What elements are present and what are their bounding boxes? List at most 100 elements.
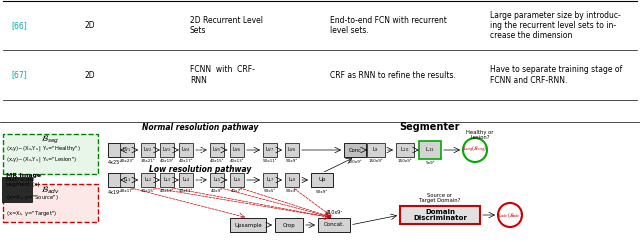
Text: Source or
Target Domain?: Source or Target Domain? xyxy=(419,193,461,203)
Text: L$_{L6}$: L$_{L6}$ xyxy=(233,175,241,184)
FancyBboxPatch shape xyxy=(179,143,193,157)
Text: 4x25³: 4x25³ xyxy=(108,160,122,165)
Text: 30x15³: 30x15³ xyxy=(141,189,156,194)
Text: 50x3³: 50x3³ xyxy=(286,189,298,194)
Text: 5x9³: 5x9³ xyxy=(426,161,435,166)
Text: L$_{L5}$: L$_{L5}$ xyxy=(212,175,221,184)
Text: 150x9³: 150x9³ xyxy=(369,159,383,164)
Text: L$_{11}$: L$_{11}$ xyxy=(425,145,435,154)
Text: 40x15³: 40x15³ xyxy=(210,159,224,164)
FancyBboxPatch shape xyxy=(179,173,193,187)
FancyBboxPatch shape xyxy=(160,173,174,187)
Text: FCNN  with  CRF-
RNN: FCNN with CRF- RNN xyxy=(190,65,255,85)
Text: L$_{N5}$: L$_{N5}$ xyxy=(212,145,221,154)
Text: L$_{L7}$: L$_{L7}$ xyxy=(266,175,275,184)
FancyBboxPatch shape xyxy=(275,218,303,232)
FancyBboxPatch shape xyxy=(285,173,299,187)
Text: L$_{L1}$: L$_{L1}$ xyxy=(123,175,131,184)
Text: Normal resolution pathway: Normal resolution pathway xyxy=(142,122,258,131)
Text: $\mathcal{B}_{seg}$: $\mathcal{B}_{seg}$ xyxy=(42,134,60,146)
Text: 2D: 2D xyxy=(84,21,95,30)
Text: L$_{N1}$: L$_{N1}$ xyxy=(122,145,132,154)
Text: 40x9³: 40x9³ xyxy=(211,189,223,194)
Text: CRF as RNN to refine the results.: CRF as RNN to refine the results. xyxy=(330,70,456,80)
FancyBboxPatch shape xyxy=(3,184,98,222)
FancyBboxPatch shape xyxy=(2,177,32,202)
Text: Low resolution pathway: Low resolution pathway xyxy=(149,165,251,174)
FancyBboxPatch shape xyxy=(120,143,134,157)
Text: 50x5³: 50x5³ xyxy=(264,189,276,194)
FancyBboxPatch shape xyxy=(210,143,224,157)
FancyBboxPatch shape xyxy=(311,173,333,187)
Text: Large parameter size by introduc-
ing the recurrent level sets to in-
crease the: Large parameter size by introduc- ing th… xyxy=(490,11,621,40)
Text: L$_{L2}$: L$_{L2}$ xyxy=(144,175,152,184)
Text: 100x9³: 100x9³ xyxy=(348,160,362,164)
FancyBboxPatch shape xyxy=(120,173,134,187)
Text: 30x23³: 30x23³ xyxy=(120,159,134,164)
Text: Concat.: Concat. xyxy=(323,222,344,227)
Text: Segmenter: Segmenter xyxy=(400,122,460,132)
Text: 30x21³: 30x21³ xyxy=(141,159,156,164)
Text: L$_{L4}$: L$_{L4}$ xyxy=(182,175,190,184)
Text: 2D: 2D xyxy=(84,70,95,80)
Text: Conc: Conc xyxy=(349,148,362,152)
Text: 2D Recurrent Level
Sets: 2D Recurrent Level Sets xyxy=(190,16,263,35)
Text: Upsample: Upsample xyxy=(234,222,262,227)
Text: (x=X$_s$, y="Source")

(x=X$_t$, y="Target"): (x=X$_s$, y="Source") (x=X$_t$, y="Targe… xyxy=(6,194,59,219)
Text: MR Image: MR Image xyxy=(6,174,41,179)
FancyBboxPatch shape xyxy=(108,143,122,157)
Text: $L_{seg}(\mathcal{B}_{seg})$: $L_{seg}(\mathcal{B}_{seg})$ xyxy=(463,145,487,155)
FancyBboxPatch shape xyxy=(400,206,480,224)
FancyBboxPatch shape xyxy=(108,173,122,187)
Text: L$_{L3}$: L$_{L3}$ xyxy=(163,175,172,184)
FancyBboxPatch shape xyxy=(210,173,224,187)
FancyBboxPatch shape xyxy=(396,143,414,157)
FancyBboxPatch shape xyxy=(344,143,366,157)
Text: [66]: [66] xyxy=(11,21,27,30)
Text: 40x7³: 40x7³ xyxy=(231,189,243,194)
FancyBboxPatch shape xyxy=(141,173,155,187)
FancyBboxPatch shape xyxy=(160,143,174,157)
Text: L$_{N2}$: L$_{N2}$ xyxy=(143,145,152,154)
Text: Healthy or
Lesion?: Healthy or Lesion? xyxy=(467,130,493,140)
Text: 150x9³: 150x9³ xyxy=(397,159,412,164)
FancyBboxPatch shape xyxy=(419,141,441,159)
Text: $L_{adv}(\mathcal{B}_{adv})$: $L_{adv}(\mathcal{B}_{adv})$ xyxy=(498,211,522,219)
Text: 40x13³: 40x13³ xyxy=(230,159,244,164)
Text: 50x11³: 50x11³ xyxy=(263,159,277,164)
Text: Have to separate training stage of
FCNN and CRF-RNN.: Have to separate training stage of FCNN … xyxy=(490,65,622,85)
Text: 40x17³: 40x17³ xyxy=(179,159,193,164)
Text: 40x13³: 40x13³ xyxy=(160,189,174,194)
Text: 50x9³: 50x9³ xyxy=(286,159,298,164)
Text: 40x11³: 40x11³ xyxy=(179,189,193,194)
FancyBboxPatch shape xyxy=(230,218,266,232)
Text: [67]: [67] xyxy=(11,70,27,80)
Text: Multi-scale
segment (x): Multi-scale segment (x) xyxy=(6,177,40,187)
FancyBboxPatch shape xyxy=(285,143,299,157)
FancyBboxPatch shape xyxy=(230,143,244,157)
Text: Crop: Crop xyxy=(283,222,296,227)
Text: L$_{N8}$: L$_{N8}$ xyxy=(287,145,296,154)
FancyBboxPatch shape xyxy=(263,173,277,187)
Text: (x,y)~(X$_s$,Y$_s$ | Y$_s$="Healthy")
(x,y)~(X$_s$,Y$_s$ | Y$_s$="Lesion"): (x,y)~(X$_s$,Y$_s$ | Y$_s$="Healthy") (x… xyxy=(6,144,81,164)
Text: L$_{L8}$: L$_{L8}$ xyxy=(288,175,296,184)
Text: L$_{N7}$: L$_{N7}$ xyxy=(266,145,275,154)
Text: 410x9¹: 410x9¹ xyxy=(325,211,342,215)
Text: 4x19³: 4x19³ xyxy=(108,190,122,195)
Text: 30x17³: 30x17³ xyxy=(120,189,134,194)
Text: 50x9³: 50x9³ xyxy=(316,190,328,194)
FancyBboxPatch shape xyxy=(367,143,385,157)
FancyBboxPatch shape xyxy=(318,218,350,232)
FancyBboxPatch shape xyxy=(263,143,277,157)
Text: L$_{10}$: L$_{10}$ xyxy=(400,145,410,154)
Text: L$_9$: L$_9$ xyxy=(372,145,380,154)
Text: $\mathcal{B}_{adv}$: $\mathcal{B}_{adv}$ xyxy=(41,184,60,196)
FancyBboxPatch shape xyxy=(230,173,244,187)
FancyBboxPatch shape xyxy=(141,143,155,157)
Text: L$_{N4}$: L$_{N4}$ xyxy=(181,145,191,154)
Text: 40x19³: 40x19³ xyxy=(160,159,174,164)
Text: Domain
Discriminator: Domain Discriminator xyxy=(413,209,467,221)
Text: L$_{N6}$: L$_{N6}$ xyxy=(232,145,242,154)
Text: L$_{N3}$: L$_{N3}$ xyxy=(163,145,172,154)
FancyBboxPatch shape xyxy=(3,134,98,174)
